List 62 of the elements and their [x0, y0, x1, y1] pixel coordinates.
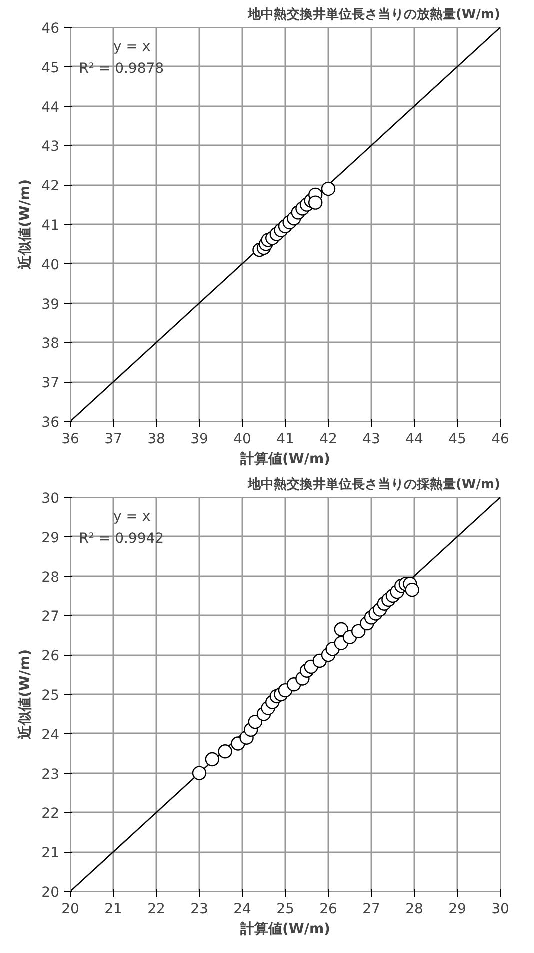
y-tick-label: 26 [42, 648, 60, 665]
point [321, 182, 336, 196]
point [192, 766, 207, 780]
point [218, 744, 232, 759]
x-tick-label: 22 [148, 902, 166, 918]
annotation: y = x [114, 39, 151, 56]
chart-title: 地中熱交換井単位長さ当りの放熱量(W/m) [246, 6, 501, 22]
x-tick-label: 42 [320, 432, 338, 448]
y-tick-label: 29 [42, 530, 60, 546]
x-tick-label: 37 [104, 432, 122, 448]
x-tick-label: 20 [62, 902, 80, 918]
annotation: R² = 0.9942 [79, 530, 164, 547]
y-tick-label: 20 [42, 885, 60, 901]
y-tick-label: 23 [42, 766, 60, 783]
y-tick-label: 46 [42, 21, 60, 37]
y-tick-label: 42 [42, 178, 60, 195]
y-tick-label: 21 [42, 846, 60, 862]
y-tick-label: 22 [42, 806, 60, 822]
y-tick-label: 30 [42, 491, 60, 507]
x-tick-label: 41 [276, 432, 294, 448]
x-tick-label: 29 [448, 902, 466, 918]
point [248, 714, 262, 730]
x-tick-label: 39 [190, 432, 208, 448]
x-tick-label: 30 [492, 902, 510, 918]
y-tick-label: 36 [42, 415, 60, 431]
x-tick-label: 23 [190, 902, 208, 918]
x-tick-label: 28 [406, 902, 424, 918]
chart-title: 地中熱交換井単位長さ当りの採熱量(W/m) [246, 476, 501, 492]
x-tick-label: 26 [320, 902, 338, 918]
x-tick-label: 46 [492, 432, 510, 448]
point [205, 752, 220, 767]
annotation: R² = 0.9878 [79, 60, 164, 77]
y-tick-label: 41 [42, 218, 60, 234]
y-tick-label: 39 [42, 296, 60, 313]
x-tick-label: 44 [406, 432, 424, 448]
y-tick-label: 37 [42, 376, 60, 392]
y-tick-label: 38 [42, 336, 60, 352]
point [352, 624, 366, 639]
x-tick-label: 25 [276, 902, 294, 918]
y-tick-label: 44 [42, 100, 60, 116]
y-axis-title: 近似値(W/m) [16, 650, 34, 740]
point [405, 583, 420, 598]
x-tick-label: 43 [362, 432, 380, 448]
y-tick-label: 45 [42, 60, 60, 76]
y-tick-label: 28 [42, 570, 60, 586]
y-tick-label: 27 [42, 609, 60, 626]
x-tick-label: 27 [362, 902, 380, 918]
x-axis-title: 計算値(W/m) [240, 452, 330, 468]
x-tick-label: 24 [234, 902, 252, 918]
y-axis-title: 近似値(W/m) [16, 180, 34, 270]
x-tick-label: 38 [148, 432, 166, 448]
x-tick-label: 36 [62, 432, 80, 448]
x-tick-label: 40 [234, 432, 252, 448]
y-tick-label: 24 [42, 727, 60, 744]
x-tick-label: 21 [104, 902, 122, 918]
y-tick-label: 43 [42, 139, 60, 156]
y-tick-label: 40 [42, 257, 60, 274]
point [308, 196, 323, 210]
annotation: y = x [114, 509, 151, 526]
x-axis-title: 計算値(W/m) [240, 922, 330, 938]
y-tick-label: 25 [42, 688, 60, 704]
x-tick-label: 45 [448, 432, 466, 448]
